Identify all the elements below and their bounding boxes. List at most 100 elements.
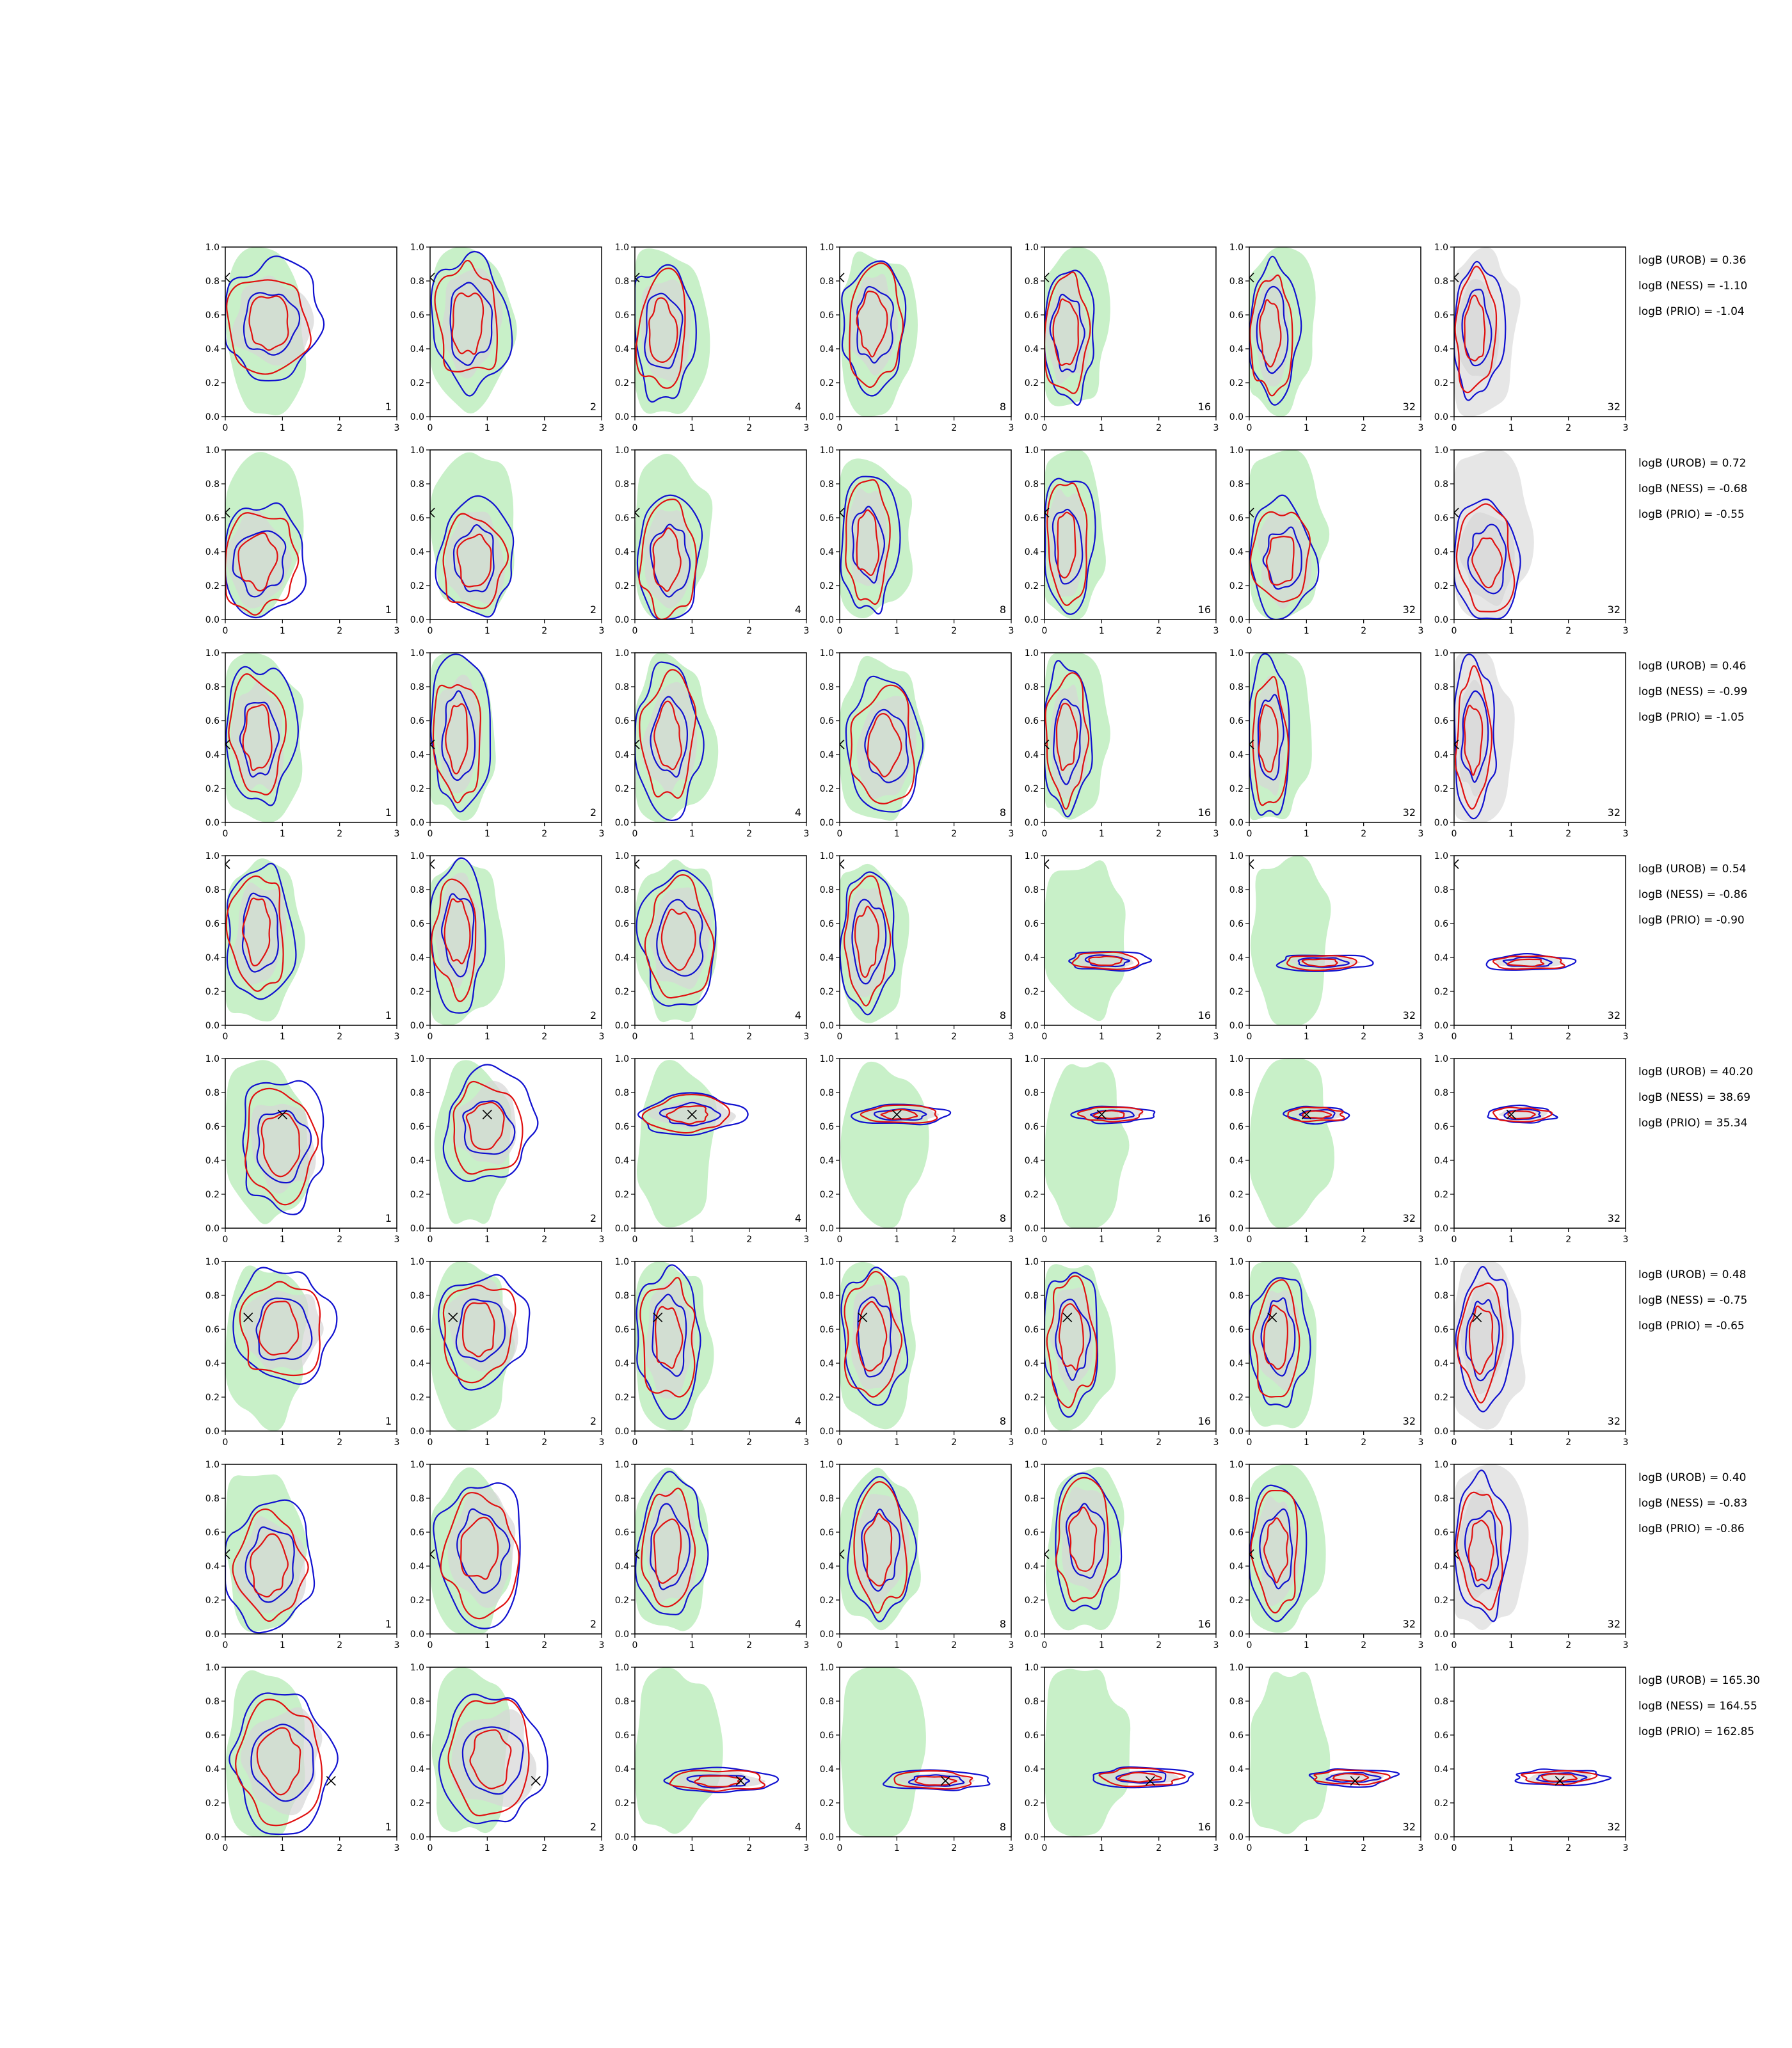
y-tick-label: 0.6 bbox=[205, 1122, 220, 1132]
count-label: 32 bbox=[1608, 1415, 1620, 1427]
y-tick-label: 0.8 bbox=[1434, 885, 1448, 895]
x-tick-label: 0 bbox=[632, 1640, 638, 1651]
y-tick-label: 0.4 bbox=[205, 344, 220, 355]
y-tick-label: 0.2 bbox=[1434, 581, 1448, 591]
y-tick-label: 1.0 bbox=[1229, 648, 1244, 659]
panel-r3-c4: 0 1 2 3 0.0 0.2 0.4 0.6 0.8 1.0 8 bbox=[820, 648, 1014, 839]
blue-contour-outer bbox=[242, 1080, 324, 1215]
x-tick-label: 0 bbox=[837, 829, 843, 839]
x-tick-label: 1 bbox=[1099, 1843, 1105, 1853]
x-tick-label: 2 bbox=[1156, 1843, 1162, 1853]
red-contour-outer bbox=[853, 1481, 908, 1614]
y-tick-label: 0.4 bbox=[205, 547, 220, 557]
x-tick-label: 1 bbox=[1304, 1437, 1309, 1448]
blue-contour-inner bbox=[250, 1724, 314, 1802]
y-tick-label: 0.0 bbox=[820, 1629, 834, 1640]
x-tick-label: 0 bbox=[837, 423, 843, 433]
blue-contour-inner bbox=[1460, 690, 1489, 783]
x-tick-label: 3 bbox=[1623, 1843, 1629, 1853]
x-tick-label: 3 bbox=[804, 1032, 810, 1042]
x-tick-label: 2 bbox=[746, 1640, 752, 1651]
y-tick-label: 0.2 bbox=[205, 1190, 220, 1200]
prior-fill bbox=[1249, 1672, 1331, 1834]
x-tick-label: 1 bbox=[484, 829, 490, 839]
x-tick-label: 2 bbox=[1565, 626, 1571, 636]
x-tick-label: 1 bbox=[689, 1235, 695, 1245]
x-tick-label: 3 bbox=[1623, 423, 1629, 433]
y-tick-label: 0.8 bbox=[1025, 1494, 1039, 1504]
y-tick-label: 0.6 bbox=[205, 1528, 220, 1538]
blue-contour-outer bbox=[1044, 1272, 1099, 1418]
y-tick-label: 0.4 bbox=[205, 1562, 220, 1572]
count-label: 4 bbox=[795, 1212, 801, 1224]
red-contour-outer bbox=[1249, 511, 1311, 603]
count-label: 8 bbox=[1000, 806, 1006, 819]
truth-marker bbox=[1249, 508, 1254, 518]
panel-r4-c7: 0 1 2 3 0.0 0.2 0.4 0.6 0.8 1.0 32 bbox=[1434, 851, 1629, 1042]
y-tick-label: 0.6 bbox=[615, 310, 629, 321]
x-tick-label: 2 bbox=[1361, 829, 1366, 839]
y-tick-label: 1.0 bbox=[1229, 445, 1244, 456]
x-tick-label: 2 bbox=[746, 423, 752, 433]
panel-contours bbox=[840, 655, 925, 821]
x-tick-label: 3 bbox=[1418, 1437, 1424, 1448]
truth-marker bbox=[1301, 1109, 1311, 1120]
x-tick-label: 1 bbox=[1099, 1032, 1105, 1042]
y-tick-label: 0.8 bbox=[1025, 1697, 1039, 1707]
y-tick-label: 1.0 bbox=[1229, 851, 1244, 861]
blue-contour-inner bbox=[1536, 1772, 1588, 1783]
red-contour-inner bbox=[1468, 1519, 1494, 1582]
panel-r7-c5: 0 1 2 3 0.0 0.2 0.4 0.6 0.8 1.0 16 bbox=[1025, 1460, 1219, 1651]
x-tick-label: 3 bbox=[1213, 829, 1219, 839]
count-label: 16 bbox=[1198, 1212, 1211, 1224]
panel-r4-c6: 0 1 2 3 0.0 0.2 0.4 0.6 0.8 1.0 32 bbox=[1229, 851, 1424, 1042]
truth-marker bbox=[482, 1109, 492, 1120]
y-tick-label: 0.2 bbox=[820, 1393, 834, 1403]
posterior-fill bbox=[226, 509, 292, 609]
y-tick-label: 0.2 bbox=[615, 1798, 629, 1809]
red-contour-inner bbox=[652, 527, 682, 592]
posterior-fill bbox=[250, 1103, 316, 1194]
red-contour-outer bbox=[669, 1770, 765, 1792]
x-tick-label: 0 bbox=[428, 1843, 433, 1853]
y-tick-label: 0.2 bbox=[820, 987, 834, 997]
axes-frame bbox=[634, 1261, 807, 1432]
y-tick-label: 0.4 bbox=[820, 1156, 834, 1166]
blue-contour-inner bbox=[1055, 1299, 1091, 1381]
logb-label: logB (NESS) = -0.83 bbox=[1638, 1497, 1747, 1510]
truth-marker bbox=[635, 739, 640, 749]
y-tick-label: 0.8 bbox=[820, 1088, 834, 1098]
y-tick-label: 1.0 bbox=[1434, 445, 1448, 456]
y-tick-label: 0.4 bbox=[615, 1359, 629, 1369]
y-tick-label: 0.8 bbox=[205, 682, 220, 692]
truth-marker bbox=[448, 1312, 458, 1323]
x-tick-label: 1 bbox=[1099, 423, 1105, 433]
y-tick-label: 0.4 bbox=[410, 547, 424, 557]
red-contour-inner bbox=[248, 295, 289, 351]
y-tick-label: 0.0 bbox=[410, 1629, 424, 1640]
y-tick-label: 0.4 bbox=[1229, 953, 1244, 963]
blue-contour-outer bbox=[1249, 1277, 1311, 1408]
y-tick-label: 0.8 bbox=[1434, 276, 1448, 287]
x-tick-label: 2 bbox=[541, 1843, 547, 1853]
x-tick-label: 1 bbox=[280, 1437, 285, 1448]
panel-contours bbox=[1044, 1467, 1124, 1631]
x-tick-label: 0 bbox=[223, 829, 228, 839]
x-tick-label: 0 bbox=[1452, 423, 1457, 433]
count-label: 1 bbox=[385, 604, 392, 616]
y-tick-label: 0.0 bbox=[615, 412, 629, 422]
blue-contour-inner bbox=[1049, 293, 1085, 373]
axes-frame bbox=[1453, 652, 1626, 823]
y-tick-label: 0.6 bbox=[820, 1528, 834, 1538]
panel-contours bbox=[1044, 653, 1110, 820]
y-tick-label: 0.4 bbox=[1025, 1359, 1039, 1369]
truth-marker bbox=[1145, 1775, 1155, 1786]
truth-marker bbox=[243, 1312, 253, 1323]
red-contour-outer bbox=[641, 1094, 730, 1134]
axes-frame bbox=[1249, 449, 1421, 620]
y-tick-label: 0.6 bbox=[820, 513, 834, 524]
red-contour-inner bbox=[914, 1775, 957, 1786]
y-tick-label: 0.0 bbox=[1434, 1021, 1448, 1031]
panel-r8-c4: 0 1 2 3 0.0 0.2 0.4 0.6 0.8 1.0 8 bbox=[820, 1663, 1014, 1853]
blue-contour-inner bbox=[686, 1774, 751, 1789]
